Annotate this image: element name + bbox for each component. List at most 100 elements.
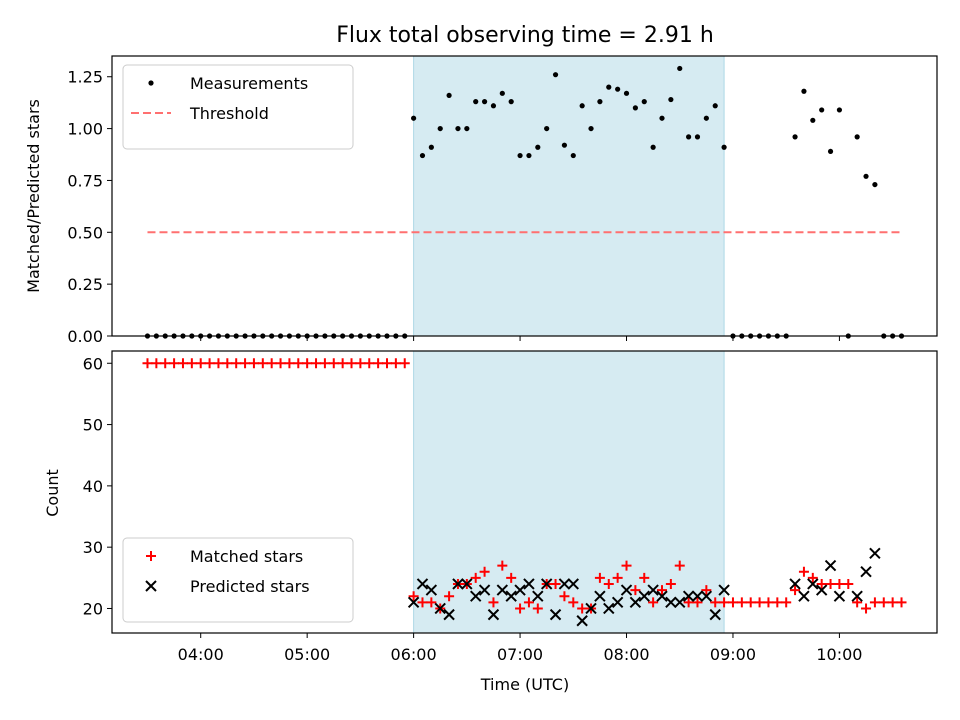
matched-star-point: [639, 572, 650, 583]
matched-star-point: [612, 572, 623, 583]
matched-star-point: [745, 597, 756, 608]
matched-star-point: [887, 597, 898, 608]
measurement-point: [579, 103, 585, 109]
predicted-star-point: [851, 590, 863, 602]
matched-star-point: [568, 597, 579, 608]
predicted-star-point: [452, 578, 464, 590]
legend-box: [122, 537, 354, 623]
measurement-point: [836, 107, 843, 113]
predicted-star-point: [523, 578, 535, 590]
measurement-point: [411, 115, 417, 121]
measurement-point: [606, 84, 612, 90]
bottom-shaded-interval: [413, 350, 725, 634]
x-tick-label: 10:00: [816, 645, 862, 664]
predicted-star-point: [638, 590, 650, 602]
matched-star-point: [692, 597, 703, 608]
matched-star-point: [896, 597, 907, 608]
matched-star-point: [878, 597, 889, 608]
predicted-star-point: [700, 590, 713, 602]
matched-star-point: [861, 603, 872, 614]
matched-star-point: [559, 591, 570, 602]
matched-star-point: [577, 603, 588, 614]
matched-star-point: [710, 597, 721, 608]
predicted-star-point: [603, 602, 615, 615]
matched-star-point: [736, 597, 747, 608]
matched-star-point: [390, 358, 401, 369]
predicted-star-point: [815, 584, 828, 596]
matched-star-point: [869, 597, 880, 608]
matched-star-point: [399, 358, 410, 369]
legend-dot-marker: [148, 80, 154, 86]
matched-star-point: [293, 358, 304, 369]
matched-star-point: [142, 358, 153, 369]
matched-star-point: [266, 358, 277, 369]
predicted-star-point: [833, 590, 846, 602]
bottom-series-1: [407, 547, 881, 627]
matched-star-point: [337, 358, 348, 369]
measurement-point: [517, 152, 523, 159]
bottom-y-tick-label: 20: [83, 599, 103, 618]
matched-star-point: [657, 585, 667, 596]
predicted-star-point: [691, 590, 704, 602]
predicted-star-point: [549, 608, 562, 621]
measurement-point: [455, 125, 461, 132]
matched-star-point: [240, 358, 251, 369]
bottom-y-tick-label: 30: [83, 538, 103, 557]
x-tick-label: 06:00: [391, 645, 437, 664]
predicted-star-point: [718, 584, 730, 596]
matched-star-point: [151, 358, 162, 369]
measurement-point: [827, 148, 834, 155]
measurement-point: [872, 181, 878, 188]
matched-star-point: [364, 358, 375, 369]
measurement-point: [544, 125, 550, 132]
top-y-tick-label: 0.00: [67, 327, 103, 346]
predicted-star-point: [576, 615, 588, 627]
matched-star-point: [257, 358, 268, 369]
matched-star-point: [417, 597, 428, 608]
measurement-point: [819, 107, 825, 113]
top-y-axis-label: Matched/Predicted stars: [24, 99, 43, 293]
matched-star-point: [248, 358, 259, 369]
legend-x-marker: [145, 580, 157, 592]
matched-star-point: [426, 597, 437, 608]
bottom-y-tick-label: 50: [83, 416, 103, 435]
legend-label: Predicted stars: [190, 577, 310, 596]
measurement-point: [561, 142, 568, 148]
predicted-star-point: [647, 584, 659, 596]
matched-star-point: [683, 597, 694, 608]
predicted-star-point: [532, 590, 544, 602]
predicted-star-point: [611, 596, 624, 609]
matched-star-point: [302, 358, 313, 369]
matched-star-point: [177, 358, 188, 369]
measurement-point: [419, 152, 426, 159]
matched-star-point: [506, 572, 517, 583]
measurement-point: [712, 103, 718, 109]
matched-star-point: [843, 578, 854, 589]
x-axis-label: Time (UTC): [480, 675, 569, 694]
matched-star-point: [186, 358, 197, 369]
matched-star-point: [665, 578, 676, 589]
top-y-tick-label: 1.25: [67, 68, 103, 87]
predicted-star-point: [478, 584, 491, 596]
matched-star-point: [488, 597, 499, 608]
predicted-star-point: [416, 578, 429, 590]
measurement-point: [677, 65, 683, 72]
bottom-legend: Matched stars Predicted stars: [122, 537, 354, 623]
x-tick-label: 05:00: [284, 645, 330, 664]
predicted-star-point: [514, 584, 526, 596]
predicted-star-point: [558, 578, 571, 590]
predicted-star-point: [629, 596, 642, 609]
measurement-point: [526, 152, 532, 159]
matched-star-point: [444, 591, 455, 602]
matched-star-point: [719, 597, 730, 608]
measurement-point: [650, 144, 656, 150]
matched-star-point: [621, 560, 632, 571]
matched-star-point: [603, 578, 614, 589]
top-y-tick-label: 1.00: [67, 120, 103, 139]
x-tick-label: 08:00: [603, 645, 649, 664]
predicted-star-point: [461, 578, 473, 590]
measurement-point: [641, 99, 647, 105]
matched-star-point: [275, 358, 286, 369]
measurement-point: [686, 134, 692, 140]
matched-star-point: [222, 358, 233, 369]
